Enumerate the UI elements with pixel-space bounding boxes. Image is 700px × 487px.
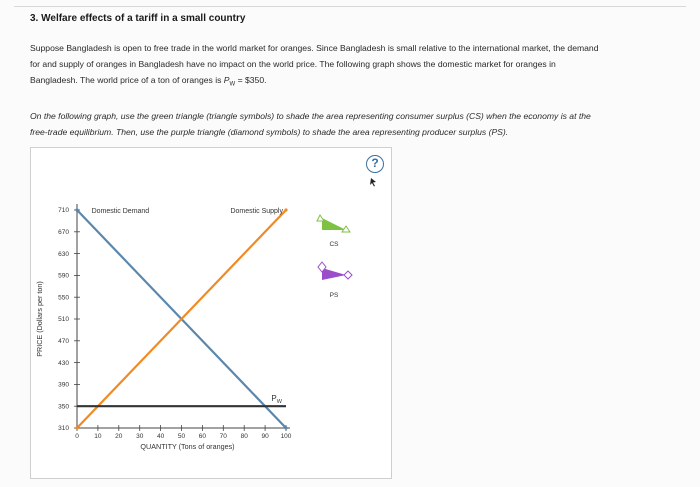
cs-triangle-marker[interactable]: [341, 225, 351, 233]
supply-curve[interactable]: [76, 209, 287, 429]
help-button[interactable]: ?: [366, 155, 384, 173]
question-title: 3. Welfare effects of a tariff in a smal…: [30, 13, 246, 24]
cs-triangle-marker[interactable]: [316, 214, 325, 222]
ps-triangle-tool[interactable]: [322, 268, 346, 280]
y-axis-label: PRICE (Dollars per ton): [35, 281, 44, 357]
ps-diamond-marker[interactable]: [343, 270, 353, 280]
x-tick-label: 60: [199, 433, 207, 440]
y-tick-label: 550: [58, 294, 69, 301]
cs-label: CS: [329, 241, 339, 248]
world-price-label: PW: [271, 394, 282, 405]
x-tick-label: 50: [178, 433, 186, 440]
x-tick-label: 100: [281, 433, 292, 440]
world-price-subscript: W: [229, 81, 236, 88]
x-axis-label: QUANTITY (Tons of oranges): [140, 442, 234, 451]
x-tick-label: 0: [75, 433, 79, 440]
curve-endpoint[interactable]: [75, 208, 79, 212]
paragraph-text: Bangladesh. The world price of a ton of …: [30, 75, 224, 85]
paragraph-line: Suppose Bangladesh is open to free trade…: [30, 43, 599, 53]
y-tick-label: 350: [58, 403, 69, 410]
graph-panel: 710 670 630 590 550 510 470 430 390 350 310 0 10 20 30…: [30, 147, 392, 479]
curve-endpoint[interactable]: [75, 426, 79, 430]
x-tick-label: 80: [241, 433, 249, 440]
x-tick-label: 70: [220, 433, 228, 440]
paragraph-line: free-trade equilibrium. Then, use the pu…: [30, 127, 509, 137]
x-tick-label: 20: [115, 433, 123, 440]
x-tick-label: 30: [136, 433, 144, 440]
y-tick-label: 470: [58, 338, 69, 345]
supply-demand-chart[interactable]: 710 670 630 590 550 510 470 430 390 350 310 0 10 20 30…: [31, 148, 391, 478]
y-tick-label: 590: [58, 273, 69, 280]
cs-triangle-tool[interactable]: [322, 218, 346, 230]
top-divider: [14, 6, 686, 7]
x-tick-label: 90: [261, 433, 269, 440]
world-price-symbol: P: [223, 75, 230, 85]
ps-diamond-marker[interactable]: [317, 261, 327, 273]
demand-curve-label: Domestic Demand: [92, 208, 150, 215]
y-tick-label: 390: [58, 382, 69, 389]
instruction-paragraph: On the following graph, use the green tr…: [30, 108, 645, 140]
x-tick-label: 40: [157, 433, 165, 440]
cursor-icon: [370, 178, 376, 187]
y-tick-label: 710: [58, 207, 69, 214]
question-paragraph: Suppose Bangladesh is open to free trade…: [30, 40, 645, 93]
curve-endpoint[interactable]: [284, 426, 288, 430]
paragraph-line: On the following graph, use the green tr…: [30, 111, 591, 121]
x-tick-label: 10: [94, 433, 102, 440]
y-tick-label: 630: [58, 251, 69, 258]
y-tick-label: 670: [58, 229, 69, 236]
paragraph-text: = $350.: [235, 75, 267, 85]
y-tick-label: 430: [58, 360, 69, 367]
paragraph-line: for and supply of oranges in Bangladesh …: [30, 59, 556, 69]
y-tick-label: 510: [58, 316, 69, 323]
supply-curve-label: Domestic Supply: [230, 208, 283, 215]
paragraph-line: Bangladesh. The world price of a ton of …: [30, 72, 645, 93]
y-tick-label: 310: [58, 425, 69, 432]
curve-endpoint[interactable]: [284, 208, 288, 212]
ps-label: PS: [330, 292, 339, 299]
